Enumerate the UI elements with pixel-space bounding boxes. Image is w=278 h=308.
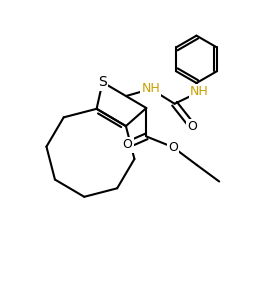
- Text: O: O: [168, 141, 178, 154]
- Text: O: O: [187, 120, 197, 133]
- Text: S: S: [98, 75, 107, 89]
- Text: NH: NH: [190, 85, 209, 99]
- Text: NH: NH: [142, 83, 160, 95]
- Text: O: O: [122, 138, 132, 151]
